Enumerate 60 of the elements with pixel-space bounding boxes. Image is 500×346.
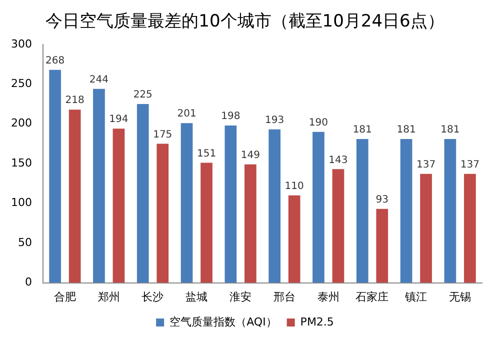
data-label: 190 xyxy=(308,117,328,128)
data-label: 181 xyxy=(440,124,460,136)
bar xyxy=(156,144,169,283)
bar xyxy=(224,125,237,283)
data-label: 137 xyxy=(416,160,436,171)
data-label: 137 xyxy=(460,160,480,171)
bar xyxy=(356,138,368,283)
bar xyxy=(420,174,432,283)
legend-label: 空气质量指数（AQI） xyxy=(170,315,277,328)
x-tick-label: 长沙 xyxy=(142,290,164,304)
y-tick-label: 200 xyxy=(10,116,32,130)
data-label: 193 xyxy=(265,115,284,126)
bar xyxy=(444,138,456,283)
data-label: 201 xyxy=(177,108,196,120)
y-tick-label: 50 xyxy=(18,236,32,249)
data-label: 244 xyxy=(89,74,109,86)
bar xyxy=(376,208,388,283)
bar xyxy=(244,164,256,283)
x-tick-label: 淮安 xyxy=(230,290,252,304)
bar xyxy=(288,195,300,283)
bar xyxy=(400,138,412,283)
bar xyxy=(332,169,344,283)
bar xyxy=(68,110,81,283)
x-tick-label: 郑州 xyxy=(98,290,120,304)
bar xyxy=(93,88,105,283)
data-label: 151 xyxy=(196,148,216,160)
y-tick-label: 150 xyxy=(10,156,32,170)
data-label: 198 xyxy=(221,111,240,122)
data-label: 218 xyxy=(65,95,84,106)
chart-title: 今日空气质量最差的10个城市（截至10月24日6点） xyxy=(46,12,444,32)
y-tick-label: 100 xyxy=(10,196,32,210)
data-label: 93 xyxy=(376,194,388,206)
x-tick-label: 盐城 xyxy=(186,290,208,304)
y-tick-label: 300 xyxy=(10,37,32,50)
y-tick-label: 0 xyxy=(24,276,32,289)
x-tick-label: 石家庄 xyxy=(356,290,389,304)
y-tick-label: 250 xyxy=(10,76,32,90)
bar xyxy=(49,70,61,283)
x-tick-label: 镇江 xyxy=(404,290,428,304)
bar xyxy=(464,174,476,283)
x-tick-label: 合肥 xyxy=(54,290,76,304)
legend-label: PM2.5 xyxy=(300,315,334,328)
bar xyxy=(268,129,280,283)
x-tick-label: 泰州 xyxy=(317,290,340,304)
bar xyxy=(200,162,212,283)
data-label: 175 xyxy=(153,129,172,140)
data-label: 143 xyxy=(328,154,348,166)
data-label: 110 xyxy=(284,180,304,192)
bar xyxy=(136,104,149,283)
bar xyxy=(180,123,193,283)
data-label: 225 xyxy=(133,90,152,101)
data-label: 181 xyxy=(396,124,416,136)
data-label: 149 xyxy=(240,150,260,161)
data-label: 194 xyxy=(109,114,128,126)
x-tick-label: 邢台 xyxy=(273,290,296,304)
x-tick-label: 无锡 xyxy=(449,290,472,304)
bar xyxy=(312,132,324,283)
bar xyxy=(112,128,125,283)
data-label: 268 xyxy=(46,55,65,66)
data-label: 181 xyxy=(352,124,372,136)
